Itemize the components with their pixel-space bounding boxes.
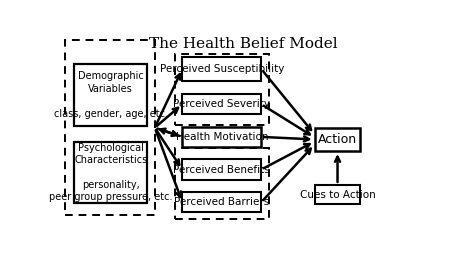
Text: Health Motivation: Health Motivation: [175, 132, 268, 142]
Text: Demographic
Variables

class, gender, age, etc.: Demographic Variables class, gender, age…: [54, 72, 168, 119]
Text: Action: Action: [318, 133, 357, 146]
Bar: [65, 40, 155, 215]
Text: The Health Belief Model: The Health Belief Model: [149, 37, 337, 51]
Bar: [182, 57, 261, 81]
Text: Perceived Benefits: Perceived Benefits: [173, 165, 270, 175]
Text: Cues to Action: Cues to Action: [300, 189, 375, 200]
Bar: [175, 54, 269, 125]
Bar: [315, 185, 360, 204]
Bar: [175, 148, 269, 219]
Bar: [315, 128, 360, 151]
Bar: [182, 94, 261, 114]
Bar: [74, 142, 147, 203]
Text: Perceived Severity: Perceived Severity: [173, 99, 270, 109]
Bar: [74, 64, 147, 126]
Text: Perceived Barriers: Perceived Barriers: [174, 197, 269, 207]
Text: Psychological
Characteristics

personality,
peer group pressure, etc.: Psychological Characteristics personalit…: [49, 143, 173, 202]
Bar: [182, 159, 261, 180]
Text: Perceived Susceptibility: Perceived Susceptibility: [160, 64, 284, 74]
Bar: [182, 192, 261, 212]
Bar: [182, 127, 261, 147]
